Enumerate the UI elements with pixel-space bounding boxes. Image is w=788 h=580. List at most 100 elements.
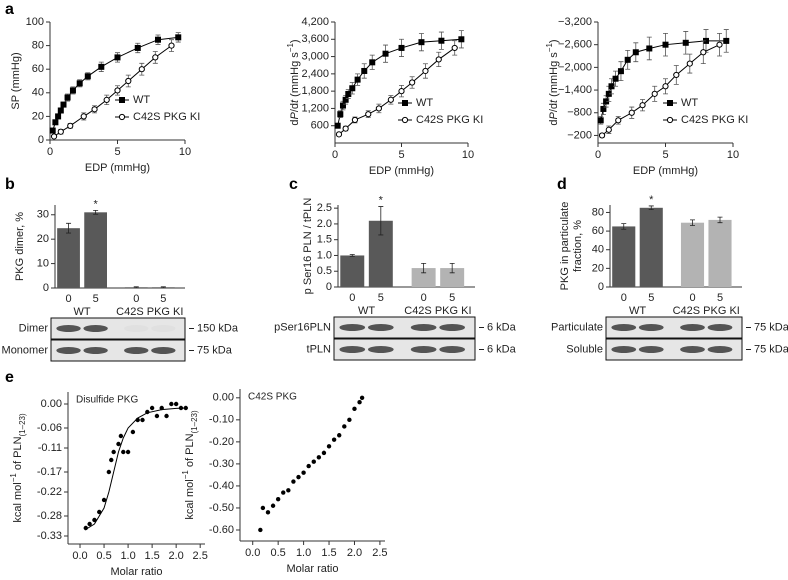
marker [451,44,458,52]
y-axis-label-part: of PLN [12,436,24,473]
marker [80,113,87,120]
y-tick-label: -0.28 [37,510,62,522]
blot-band [638,324,664,331]
marker [723,37,730,44]
x-tick-label: 2.0 [169,550,184,562]
marker [342,96,349,103]
blot-row [50,339,186,362]
marker [387,96,394,103]
y-axis-label-part: ) [548,39,560,43]
data-point [331,437,337,442]
marker [337,111,344,118]
y-tick-label: 1.0 [317,249,332,261]
blot-row-label: Monomer [2,344,49,356]
data-point [116,441,121,447]
panel-letter: c [289,176,298,193]
error-bar [449,262,455,274]
y-axis-label-part: kcal mol [184,479,196,519]
bar [639,207,663,287]
marker [175,34,182,41]
data-point [286,488,291,493]
y-axis-label-part: (1–23) [190,410,199,433]
marker [52,119,59,126]
blot-row-label: Soluble [566,343,603,355]
x-tick-label: 0 [65,293,71,305]
y-axis-label-part: −1 [286,43,295,53]
y-tick-label: 0 [38,134,44,146]
data-point [154,413,160,419]
data-point [87,521,92,527]
legend-marker [119,97,125,103]
x-tick-label: 5 [93,293,99,305]
y-tick-label: 1.5 [317,234,332,246]
blot-band [680,324,705,331]
y-tick-label: 2.0 [317,218,332,230]
y-tick-label: -0.20 [209,436,234,448]
data-point [183,405,188,411]
y-axis-label-part: t [548,99,560,103]
blot-row [605,338,743,361]
x-tick-label: 0 [332,149,338,161]
x-tick-label: 5 [662,149,668,161]
marker [624,56,631,63]
blot-row [333,316,476,339]
y-axis-label-part: PKG dimer, % [14,212,26,281]
y-tick-label: 0.5 [317,265,332,277]
marker [57,128,64,135]
x-tick-label: 0 [689,292,695,304]
data-point [92,517,97,523]
blot-row [333,338,476,361]
marker [55,113,62,120]
marker [84,73,91,80]
x-tick-label: 2.5 [372,547,387,559]
error-bar [648,205,654,211]
marker [700,49,707,56]
marker [103,96,110,103]
marker [91,106,98,113]
blot-band [611,324,637,331]
blot-band [707,346,733,353]
error-bar [133,286,139,289]
data-point [275,496,281,502]
x-tick-label: 2.5 [193,550,208,562]
marker [646,45,653,52]
marker [125,77,132,85]
blot-band [339,346,366,353]
y-axis-label: fraction, % [572,220,584,272]
panel-letter: b [5,176,15,193]
data-point [281,490,286,495]
blot-band [151,347,176,354]
group-label: C42S PKG KI [673,305,740,317]
data-point [135,417,140,423]
y-tick-label: −800 [567,107,592,119]
y-tick-label: 1,200 [301,102,329,114]
blot-band [680,346,705,353]
y-axis-label-part: P [548,111,560,119]
blot-row [605,316,743,339]
group-label: WT [358,305,375,317]
blot-row-label: Particulate [551,321,603,333]
error-bar [621,223,627,230]
y-tick-label: -0.60 [209,524,234,536]
panel-letter: a [5,1,14,18]
y-axis-label: dP/dt (mmHg s−1) [545,39,560,125]
marker [76,80,83,87]
y-axis-label-part: p Ser16 PLN / tPLN [302,198,314,295]
marker [612,75,619,82]
legend-marker [666,116,674,124]
y-tick-label: 80 [592,206,604,218]
y-axis-label-part: /d [548,103,560,112]
legend-label: C42S PKG KI [133,111,200,123]
y-axis-label-part: (mmHg s [289,52,301,100]
blot-band [439,346,466,353]
y-axis-label-part: P [289,111,301,119]
y-tick-label: 0 [326,281,332,293]
marker [64,94,71,101]
marker [673,71,680,79]
marker [600,105,607,112]
data-point [265,510,271,515]
marker [335,131,343,138]
significance-label: * [379,194,384,206]
y-tick-label: 20 [32,110,44,122]
data-point [258,527,263,533]
